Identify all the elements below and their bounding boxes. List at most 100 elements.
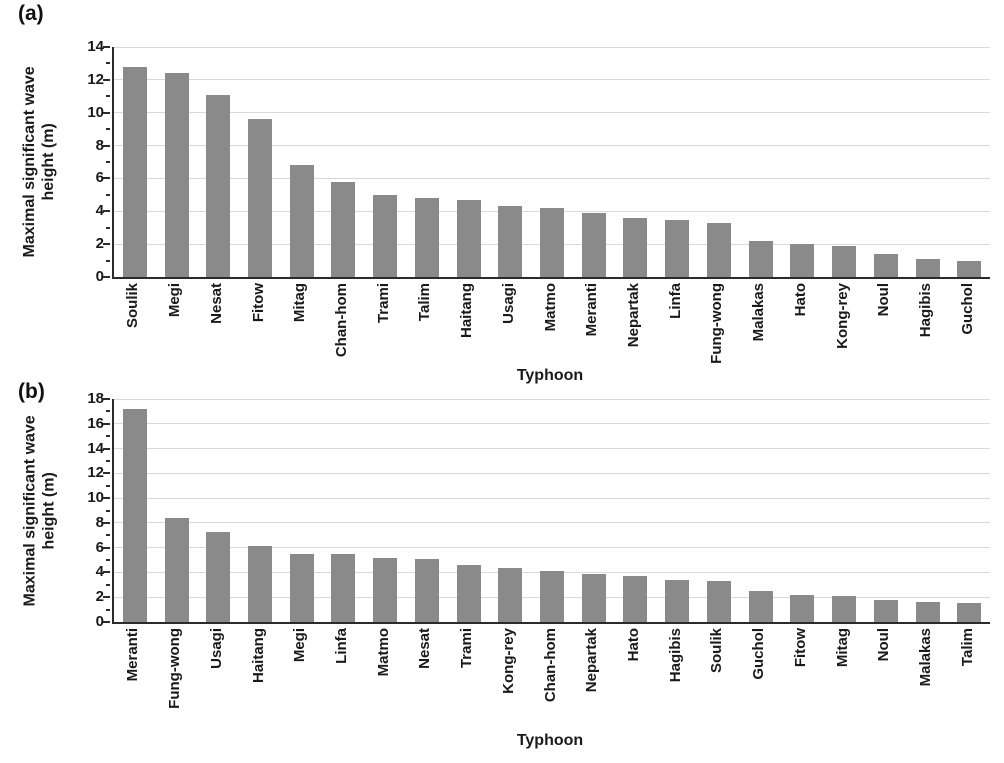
bar-haitang <box>456 199 481 277</box>
x-label-linfa: Linfa <box>666 283 684 319</box>
bar-hato <box>790 244 815 277</box>
bar-slot-usagi <box>489 47 531 277</box>
bar-fitow <box>790 594 815 622</box>
bar-slot-hato <box>615 399 657 622</box>
bar-matmo <box>373 557 398 622</box>
bar-noul <box>873 599 898 622</box>
x-label-malakas: Malakas <box>917 628 935 687</box>
bar-slot-mitag <box>281 47 323 277</box>
x-label-usagi: Usagi <box>207 628 225 669</box>
x-label-slot-hato: Hato <box>613 624 655 661</box>
x-axis-title-a: Typhoon <box>516 367 584 384</box>
x-label-slot-soulik: Soulik <box>112 279 154 328</box>
x-label-guchol: Guchol <box>750 628 768 680</box>
bar-matmo <box>540 208 565 277</box>
bar-slot-linfa <box>656 47 698 277</box>
minor-tick-y15 <box>106 435 110 438</box>
x-label-slot-talim: Talim <box>946 624 988 666</box>
major-tick-y8 <box>103 521 110 524</box>
bar-nepartak <box>581 573 606 622</box>
bar-slot-matmo <box>364 399 406 622</box>
bar-slot-usagi <box>197 399 239 622</box>
bar-slot-noul <box>865 47 907 277</box>
x-label-guchol: Guchol <box>958 283 976 335</box>
x-label-kong-rey: Kong-rey <box>499 628 517 694</box>
x-label-slot-guchol: Guchol <box>738 624 780 680</box>
bar-chan-hom <box>331 181 356 277</box>
minor-tick-y7 <box>106 161 110 163</box>
y-tick-label-8-b: 8 <box>95 513 104 531</box>
bar-slot-linfa <box>323 399 365 622</box>
bar-nesat <box>414 558 439 622</box>
major-tick-y8 <box>103 144 110 147</box>
x-label-slot-noul: Noul <box>863 279 905 316</box>
x-label-slot-hagibis: Hagibis <box>654 624 696 682</box>
bar-soulik <box>706 581 731 622</box>
major-tick-y14 <box>103 46 110 48</box>
bar-slot-meranti <box>573 47 615 277</box>
bar-usagi <box>498 206 523 277</box>
x-label-malakas: Malakas <box>750 283 768 342</box>
bar-slot-fung-wong <box>698 47 740 277</box>
x-label-meranti: Meranti <box>124 628 142 682</box>
plot-area-b <box>112 398 990 624</box>
bar-fung-wong <box>706 222 731 277</box>
bar-slot-megi <box>281 399 323 622</box>
x-category-labels-b: Meranti Fung-wong Usagi Haitang Megi Linfa Mat… <box>112 624 988 728</box>
bar-slot-fitow <box>239 47 281 277</box>
major-tick-y10 <box>103 111 110 114</box>
x-label-slot-linfa: Linfa <box>654 279 696 319</box>
bar-linfa <box>331 553 356 622</box>
x-label-haitang: Haitang <box>249 628 267 684</box>
plot-area-a <box>112 46 990 279</box>
x-label-matmo: Matmo <box>541 283 559 332</box>
y-tick-label-16-b: 16 <box>87 414 104 432</box>
bar-slot-mitag <box>823 399 865 622</box>
x-label-slot-mitag: Mitag <box>821 624 863 667</box>
x-label-slot-fitow: Fitow <box>237 279 279 322</box>
x-label-slot-malakas: Malakas <box>738 279 780 341</box>
x-label-trami: Trami <box>458 628 476 669</box>
x-label-slot-haitang: Haitang <box>237 624 279 683</box>
x-label-slot-usagi: Usagi <box>487 279 529 324</box>
y-tick-label-12-a: 12 <box>87 70 104 88</box>
x-label-talim: Talim <box>416 283 434 322</box>
minor-tick-y13 <box>106 459 110 462</box>
bar-kong-rey <box>498 567 523 622</box>
bar-slot-fitow <box>782 399 824 622</box>
bar-haitang <box>248 546 273 622</box>
gridline-y8 <box>114 145 990 147</box>
y-tick-label-10-a: 10 <box>87 103 104 121</box>
y-axis-title-wrap-a: Maximal significant wave height (m) <box>8 47 72 277</box>
x-label-soulik: Soulik <box>124 283 142 329</box>
x-label-slot-chan-hom: Chan-hom <box>321 279 363 357</box>
bar-slot-talim <box>948 399 990 622</box>
bar-guchol <box>957 260 982 277</box>
x-label-slot-fitow: Fitow <box>780 624 822 667</box>
chart-panel-b: (b) Maximal significant wave height (m) … <box>0 378 1004 763</box>
bar-slot-talim <box>406 47 448 277</box>
bar-slot-guchol <box>948 47 990 277</box>
bar-slot-kong-rey <box>489 399 531 622</box>
x-label-kong-rey: Kong-rey <box>833 283 851 349</box>
x-label-slot-meranti: Meranti <box>571 279 613 336</box>
bar-slot-trami <box>364 47 406 277</box>
bar-malakas <box>748 240 773 277</box>
panel-letter-a: (a) <box>18 2 44 25</box>
x-label-slot-chan-hom: Chan-hom <box>529 624 571 702</box>
bar-hagibis <box>665 579 690 622</box>
major-tick-y12 <box>103 472 110 475</box>
minor-tick-y1 <box>106 608 110 611</box>
bar-slot-matmo <box>531 47 573 277</box>
bar-slot-nepartak <box>573 399 615 622</box>
bar-trami <box>456 565 481 622</box>
y-tick-label-2-b: 2 <box>95 588 104 606</box>
bar-slot-soulik <box>114 47 156 277</box>
major-tick-y4 <box>103 210 110 213</box>
major-tick-y0 <box>103 276 110 278</box>
y-tick-label-14-a: 14 <box>87 38 104 55</box>
x-label-slot-megi: Megi <box>154 279 196 317</box>
bar-megi <box>164 73 189 277</box>
x-label-trami: Trami <box>374 283 392 324</box>
bar-noul <box>873 254 898 277</box>
